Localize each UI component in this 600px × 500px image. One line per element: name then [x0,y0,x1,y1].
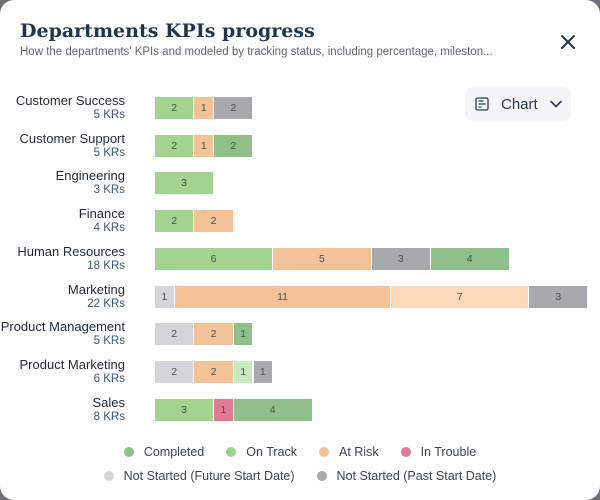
department-label: Product Management [0,319,125,335]
dialog-title: Departments KPIs progress [20,20,315,42]
bar-segment-completed[interactable]: 4 [430,247,510,270]
department-label: Human Resources [17,243,125,259]
kr-count-label: 18 KRs [87,259,125,272]
bar-segment-at-risk[interactable]: 5 [273,247,372,270]
legend-dot-icon [123,447,134,457]
legend-item-on-track[interactable]: On Track [226,445,297,459]
legend-label: At Risk [338,445,379,459]
legend-item-not-started-past[interactable]: Not Started (Past Start Date) [316,469,497,483]
chart-row: Sales 8 KRs 3 1 4 [0,395,580,431]
bar-segment-on-track[interactable]: 3 [155,172,215,195]
kr-count-label: 5 KRs [93,335,125,348]
chart-view-label: Chart [501,95,538,113]
bar-segment-on-track[interactable]: 3 [155,398,215,421]
bar-segment-at-risk[interactable]: 11 [174,285,392,308]
chart-row: Engineering 3 KRs 3 [0,168,580,204]
chevron-down-icon [549,100,562,108]
bar-segment-on-track-light[interactable]: 1 [233,360,254,383]
chart-row: Customer Success 5 KRs 2 1 2 [0,93,580,129]
bar-segment-not-started-future[interactable]: 1 [155,285,175,308]
dialog-subtitle: How the departments' KPIs and modeled by… [20,46,493,58]
department-label: Product Marketing [19,356,126,372]
department-label: Finance [78,206,125,222]
bar-segment-completed[interactable]: 4 [233,398,313,421]
chart-row: Customer Support 5 KRs 2 1 2 [0,131,580,167]
kr-count-label: 5 KRs [93,146,125,159]
bar-segment-on-track[interactable]: 2 [155,134,195,157]
kr-count-label: 4 KRs [93,222,125,235]
legend-label: Completed [143,445,205,459]
chart-row: Product Management 5 KRs 2 2 1 [0,319,580,355]
bar-segment-completed[interactable]: 1 [233,323,254,346]
legend-item-at-risk[interactable]: At Risk [318,445,379,459]
bar-segment-at-risk[interactable]: 2 [194,323,234,346]
kr-count-label: 22 KRs [87,297,125,310]
kr-count-label: 5 KRs [93,109,125,121]
chart-row: Finance 4 KRs 2 2 [0,206,580,242]
chart-row: Marketing 22 KRs 1 11 7 3 [0,281,589,318]
legend-row: Completed On Track At Risk In Trouble [0,445,600,459]
department-label: Customer Support [19,130,126,146]
legend-item-in-trouble[interactable]: In Trouble [400,445,477,459]
bar-segment-at-risk[interactable]: 2 [194,360,234,383]
chart-row: Human Resources 18 KRs 6 5 3 4 [0,244,580,280]
department-label: Engineering [55,168,125,184]
bar-segment-on-track[interactable]: 2 [155,97,195,119]
department-label: Customer Success [15,93,125,108]
close-button[interactable] [556,30,580,54]
legend-label: Not Started (Past Start Date) [336,469,497,483]
legend-item-completed[interactable]: Completed [123,445,205,459]
bar-segment-at-risk[interactable]: 1 [194,134,215,157]
bar-segment-in-trouble[interactable]: 1 [214,398,234,421]
chart-view-icon [475,97,489,111]
chart-view-dropdown[interactable]: Chart [465,87,571,121]
legend-dot-icon [226,447,237,457]
legend-dot-icon [103,471,114,481]
legend-dot-icon [316,471,327,481]
legend-row: Not Started (Future Start Date) Not Start… [0,469,600,483]
department-label: Marketing [67,281,125,297]
department-label: Sales [92,394,125,410]
bar-segment-not-started-future[interactable]: 2 [155,323,195,346]
bar-segment-at-risk[interactable]: 1 [194,97,215,119]
bar-segment-on-track[interactable]: 6 [155,247,274,270]
bar-segment-not-started-past[interactable]: 2 [214,97,254,119]
bar-segment-not-started-past[interactable]: 3 [529,285,589,308]
kr-count-label: 3 KRs [93,184,125,197]
legend-label: Not Started (Future Start Date) [123,469,295,483]
close-icon [561,35,575,49]
legend-label: On Track [246,445,297,459]
legend-dot-icon [318,447,329,457]
legend-label: In Trouble [420,445,477,459]
bar-segment-at-risk[interactable]: 2 [194,210,234,233]
bar-segment-on-track[interactable]: 2 [155,210,195,233]
legend-item-not-started-future[interactable]: Not Started (Future Start Date) [103,469,295,483]
kr-count-label: 6 KRs [93,372,125,385]
bar-segment-not-started-future[interactable]: 2 [155,360,195,383]
legend-dot-icon [400,447,411,457]
bar-segment-at-risk-light[interactable]: 7 [391,285,530,308]
bar-segment-completed[interactable]: 2 [214,134,254,157]
bar-segment-not-started-past[interactable]: 1 [253,360,274,383]
chart-row: Product Marketing 6 KRs 2 2 1 1 [0,357,580,393]
kr-count-label: 8 KRs [93,410,125,423]
bar-segment-not-started-past[interactable]: 3 [371,247,431,270]
